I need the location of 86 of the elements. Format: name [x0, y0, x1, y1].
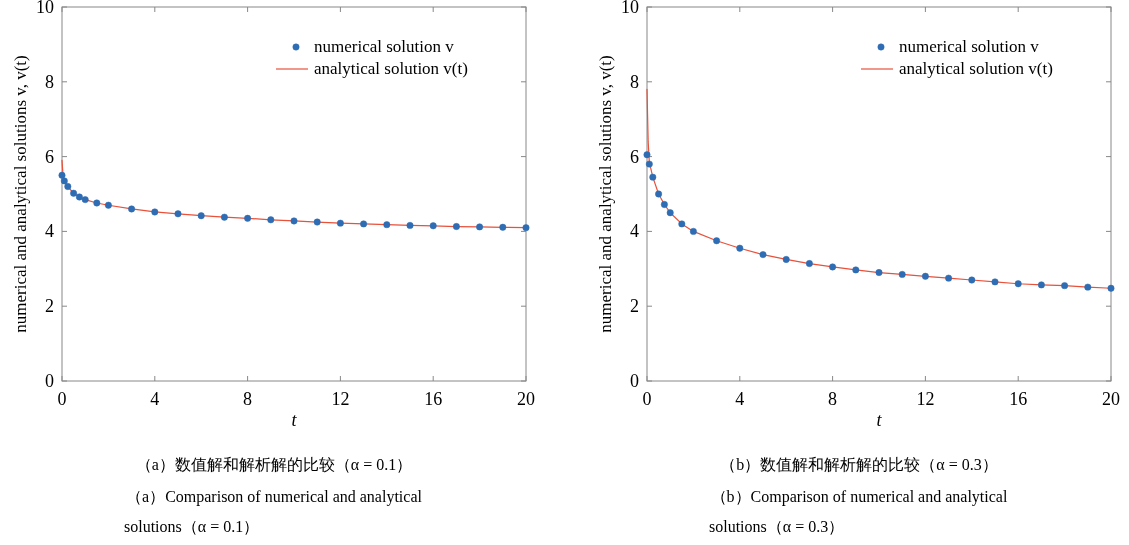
- x-tick-label: 12: [331, 389, 350, 409]
- point: [128, 205, 136, 213]
- x-tick-label: 8: [828, 389, 838, 409]
- legend-label: numerical solution v: [314, 37, 455, 56]
- text: （a）Comparison of numerical and analytical solutions（α = 0.1）: [124, 488, 423, 535]
- point: [429, 222, 437, 230]
- point: [75, 193, 83, 201]
- point: [383, 221, 391, 229]
- point: [58, 171, 66, 179]
- x-tick-label: 20: [517, 389, 535, 409]
- y-tick-label: 2: [45, 296, 54, 317]
- point: [1014, 280, 1022, 288]
- point: [290, 217, 298, 225]
- x-axis-title: t: [876, 410, 883, 430]
- point: [805, 260, 813, 268]
- y-tick-label: 0: [630, 371, 639, 391]
- legend-label: analytical solution v(t): [899, 59, 1053, 78]
- point: [151, 208, 159, 216]
- point: [991, 278, 999, 286]
- point: [655, 190, 663, 198]
- point: [104, 201, 112, 209]
- point: [406, 221, 414, 229]
- y-tick-label: 6: [630, 146, 639, 167]
- legend-label: analytical solution v(t): [314, 59, 468, 78]
- point: [499, 223, 507, 231]
- point: [759, 251, 767, 259]
- point: [689, 227, 697, 235]
- x-tick-label: 16: [1009, 389, 1028, 409]
- point: [678, 220, 686, 228]
- y-tick-label: 10: [36, 0, 54, 17]
- point: [666, 209, 674, 217]
- point: [898, 270, 906, 278]
- point: [660, 201, 668, 208]
- x-axis-title: t: [291, 410, 298, 430]
- point: [1107, 284, 1115, 292]
- point: [945, 274, 953, 282]
- x-tick-label: 4: [735, 389, 745, 409]
- y-tick-label: 4: [630, 221, 639, 242]
- point: [852, 266, 860, 274]
- point: [197, 212, 205, 220]
- point: [476, 223, 484, 231]
- point: [313, 218, 321, 226]
- x-tick-label: 16: [424, 389, 443, 409]
- y-tick-label: 6: [45, 146, 54, 167]
- point: [829, 263, 837, 271]
- point: [64, 183, 72, 190]
- text: （b）数值解和解析解的比较（α = 0.3）: [720, 456, 998, 473]
- point: [1037, 281, 1045, 289]
- y-tick-label: 8: [630, 71, 639, 92]
- point: [875, 269, 883, 276]
- y-tick-label: 4: [45, 221, 54, 242]
- x-tick-label: 12: [916, 389, 935, 409]
- point: [81, 196, 89, 204]
- point: [649, 173, 657, 181]
- point: [93, 199, 101, 207]
- point: [267, 216, 275, 224]
- point: [452, 223, 460, 230]
- point: [782, 256, 790, 263]
- point: [70, 189, 78, 197]
- y-axis-title: numerical and analytical solutions v, v(t): [596, 55, 615, 333]
- point: [1061, 282, 1069, 290]
- point: [174, 210, 182, 218]
- point: [60, 177, 68, 185]
- point: [736, 244, 744, 252]
- y-tick-label: 0: [45, 371, 54, 391]
- point: [220, 213, 228, 221]
- point: [643, 151, 651, 159]
- y-tick-label: 10: [621, 0, 639, 17]
- point: [713, 237, 721, 245]
- x-tick-label: 8: [243, 389, 253, 409]
- point: [968, 276, 976, 284]
- y-tick-label: 8: [45, 71, 54, 92]
- y-tick-label: 2: [630, 296, 639, 317]
- point: [921, 272, 929, 280]
- point: [244, 214, 252, 222]
- point: [336, 219, 344, 227]
- x-tick-label: 4: [150, 389, 160, 409]
- text: （a）数值解和解析解的比较（α = 0.1）: [135, 456, 413, 473]
- point: [645, 160, 653, 168]
- point: [522, 224, 530, 232]
- x-tick-label: 20: [1102, 389, 1120, 409]
- point: [1084, 283, 1092, 291]
- y-axis-title: numerical and analytical solutions v, v(t): [11, 55, 30, 333]
- text: （b）Comparison of numerical and analytical solutions（α = 0.3）: [709, 488, 1008, 535]
- legend-label: numerical solution v: [899, 37, 1040, 56]
- point: [360, 220, 368, 228]
